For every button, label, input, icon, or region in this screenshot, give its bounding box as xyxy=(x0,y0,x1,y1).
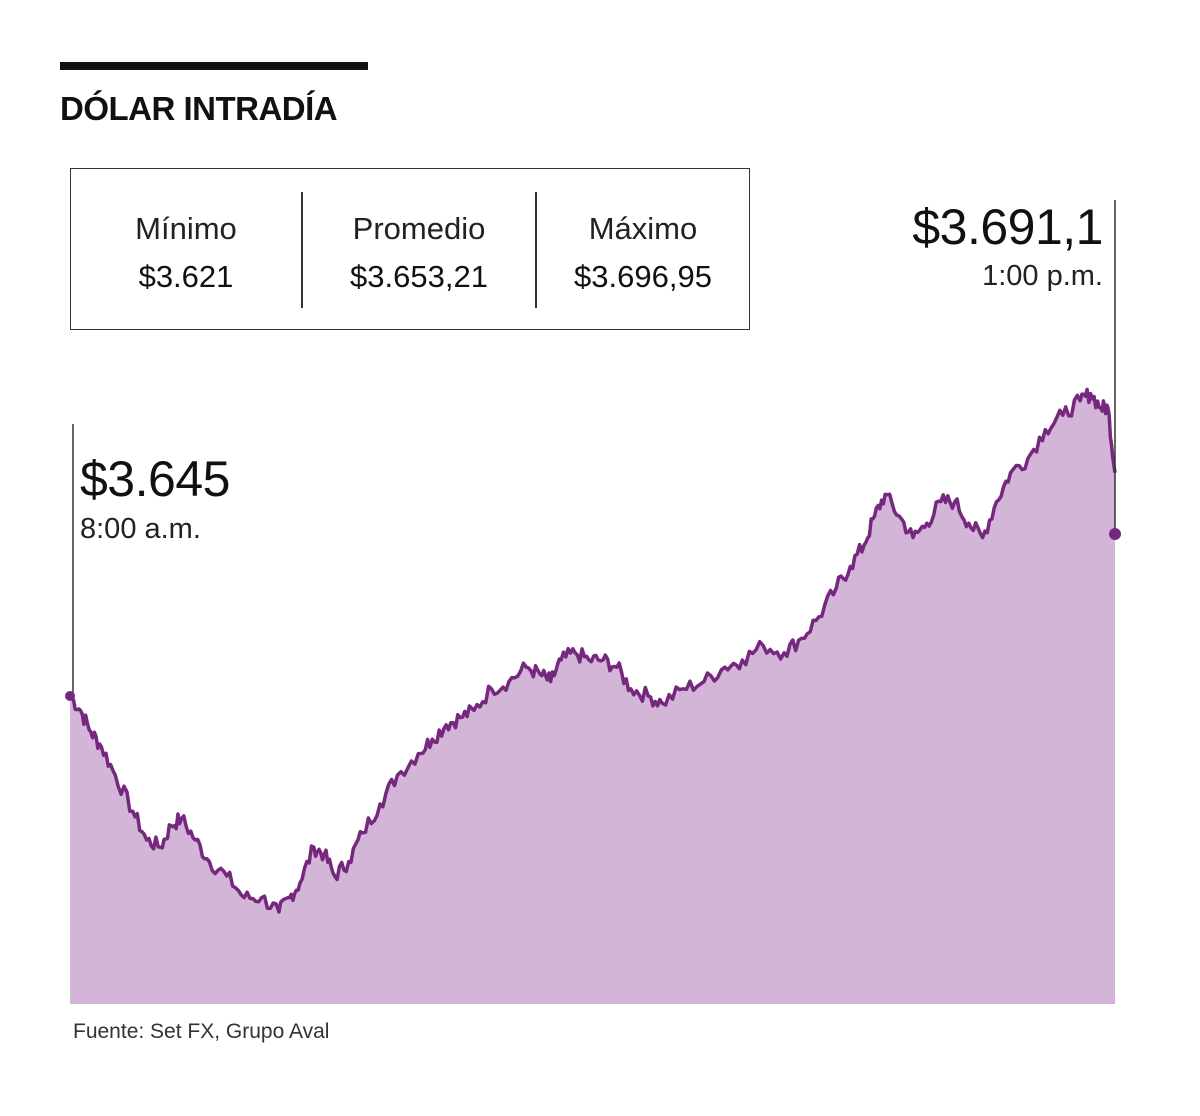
stat-min-label: Mínimo xyxy=(135,211,237,246)
stat-min: Mínimo $3.621 xyxy=(71,169,301,329)
stat-divider xyxy=(301,192,303,308)
stat-avg-label: Promedio xyxy=(352,211,486,246)
stat-max-label: Máximo xyxy=(588,211,698,246)
open-time-label: 8:00 a.m. xyxy=(80,513,201,545)
stat-max: Máximo $3.696,95 xyxy=(537,169,749,329)
source-note: Fuente: Set FX, Grupo Aval xyxy=(73,1020,330,1043)
close-time-label: 1:00 p.m. xyxy=(982,260,1103,292)
stats-panel: Mínimo $3.621 Promedio $3.653,21 Máximo … xyxy=(70,168,750,330)
title-rule xyxy=(60,62,368,70)
stat-min-value: $3.621 xyxy=(138,259,234,294)
open-marker xyxy=(65,691,75,701)
close-marker xyxy=(1109,528,1121,540)
open-price-label: $3.645 xyxy=(80,451,230,507)
area-fill xyxy=(70,389,1115,1004)
stat-max-value: $3.696,95 xyxy=(574,259,712,294)
chart-title: DÓLAR INTRADÍA xyxy=(60,90,338,127)
stat-avg: Promedio $3.653,21 xyxy=(303,169,535,329)
stat-divider xyxy=(535,192,537,308)
stat-avg-value: $3.653,21 xyxy=(350,259,488,294)
close-price-label: $3.691,1 xyxy=(912,199,1103,255)
series-line xyxy=(68,387,1117,914)
